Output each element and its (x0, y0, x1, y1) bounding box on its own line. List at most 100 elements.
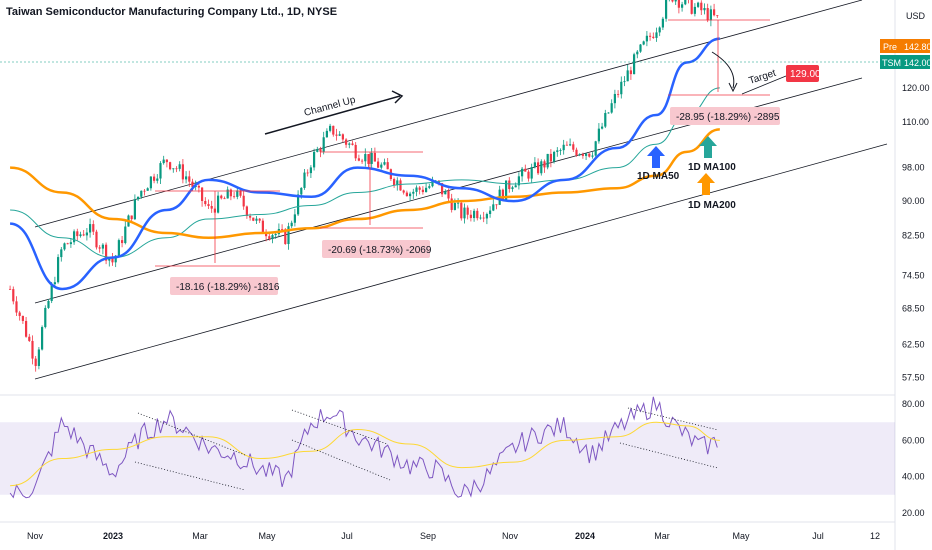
candle-body (661, 18, 664, 28)
candle-body (460, 202, 463, 219)
candle-body (85, 232, 88, 236)
candle-body (95, 231, 98, 248)
candle-body (140, 190, 143, 197)
candle-body (143, 190, 146, 192)
candle-body (66, 243, 69, 245)
candle-body (364, 154, 367, 162)
ma100-line[interactable] (10, 87, 720, 258)
candle-body (101, 244, 104, 249)
candle-body (188, 176, 191, 182)
channel-arrow (264, 95, 401, 135)
candle-body (306, 172, 309, 174)
candle-body (712, 9, 716, 16)
candle-body (383, 162, 386, 165)
candle-body (610, 103, 613, 113)
channel-up[interactable] (34, 0, 888, 380)
candle-body (104, 244, 108, 261)
candle-body (239, 190, 242, 196)
candle-body (264, 233, 268, 237)
candle-body (655, 32, 658, 38)
candle-body (664, 0, 668, 19)
candle-body (469, 214, 472, 219)
price-tick-label: 90.00 (902, 196, 925, 206)
time-tick-label: Nov (502, 531, 519, 541)
candle-body (604, 112, 607, 127)
candle-body (242, 195, 245, 207)
candle-body (111, 258, 114, 263)
candle-body (677, 0, 680, 8)
candle-body (191, 181, 194, 188)
candle-body (76, 231, 79, 237)
candle-body (312, 151, 316, 168)
time-tick-label: Jul (812, 531, 824, 541)
ma50-line[interactable] (9, 37, 721, 291)
rsi-channels (134, 407, 719, 491)
rsi-axis[interactable]: 20.00 40.00 60.00 80.00 (902, 399, 925, 518)
candle-body (117, 240, 120, 256)
time-tick-label: Mar (654, 531, 670, 541)
candle-body (197, 185, 200, 188)
candle-body (716, 15, 719, 17)
candle-body (258, 218, 261, 221)
rsi-tick-label: 60.00 (902, 435, 925, 445)
candle-body (207, 204, 210, 206)
channel-top-line[interactable] (34, 0, 863, 228)
candle-body (693, 6, 696, 14)
candle-body (136, 196, 140, 200)
candle-body (402, 190, 405, 193)
candle-body (296, 194, 300, 215)
candle-body (287, 226, 290, 245)
time-tick-label: Mar (192, 531, 208, 541)
candle-body (21, 315, 24, 321)
candle-body (284, 229, 287, 245)
candle-body (533, 162, 536, 168)
candle-body (584, 153, 588, 156)
candle-body (236, 190, 239, 197)
candle-body (418, 187, 421, 190)
candle-body (28, 336, 31, 341)
candle-body (290, 222, 293, 227)
ma100-label: 1D MA100 (688, 162, 736, 173)
price-axis[interactable]: 57.50 62.50 68.50 74.50 82.50 90.00 98.00 110.0… (902, 83, 930, 383)
rsi-ma-line[interactable] (10, 421, 720, 487)
candle-body (431, 180, 434, 187)
price-tick-label: 74.50 (902, 271, 925, 281)
ma200-line[interactable] (10, 128, 720, 240)
chart-title: Taiwan Semiconductor Manufacturing Compa… (6, 6, 338, 18)
candle-body (424, 187, 428, 193)
candle-body (482, 217, 485, 219)
candle-body (88, 224, 92, 233)
candle-body (492, 204, 495, 211)
candle-body (645, 35, 648, 42)
candle-body (220, 195, 223, 199)
rsi-line[interactable] (9, 396, 718, 499)
candle-body (556, 150, 559, 152)
ma50-arrow-icon (647, 146, 665, 168)
candle-body (328, 125, 332, 131)
time-axis[interactable]: Nov 2023 Mar May Jul Sep Nov 2024 Mar May Jul 12 (27, 531, 880, 541)
candle-body (325, 130, 328, 138)
candle-body (540, 161, 543, 174)
channel-bottom-line[interactable] (34, 143, 888, 380)
candle-body (31, 340, 34, 359)
time-tick-label: 2024 (575, 531, 595, 541)
candle-body (335, 134, 338, 136)
candle-body (300, 187, 303, 195)
ma50-label: 1D MA50 (637, 171, 680, 182)
candle-body (60, 249, 63, 258)
candle-body (149, 176, 152, 189)
candle-body (341, 134, 344, 140)
candle-body (162, 159, 165, 164)
candle-body (181, 164, 184, 180)
candle-body (392, 179, 396, 185)
candle-body (450, 198, 453, 210)
candle-body (565, 144, 568, 146)
candle-body (642, 41, 645, 45)
candle-body (495, 204, 498, 206)
candle-body (34, 358, 37, 366)
candle-body (376, 161, 380, 168)
rsi-band (0, 422, 895, 495)
candle-body (613, 93, 616, 104)
candle-body (261, 220, 264, 234)
